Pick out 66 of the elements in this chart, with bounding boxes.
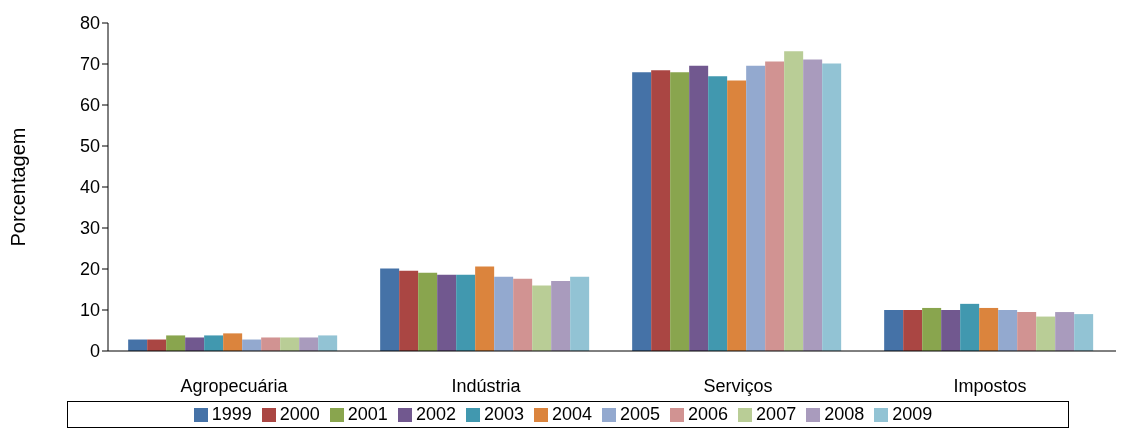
bar xyxy=(784,51,804,351)
bar xyxy=(689,65,709,351)
bar xyxy=(532,285,552,351)
bar xyxy=(998,310,1018,351)
legend-label: 2007 xyxy=(756,404,797,424)
legend-label: 2002 xyxy=(415,404,456,424)
bar xyxy=(670,72,690,351)
bar xyxy=(903,310,923,351)
bar xyxy=(456,274,476,351)
y-tick-label: 40 xyxy=(79,177,100,198)
bar xyxy=(204,335,224,351)
x-tick-label: Indústria xyxy=(451,375,522,396)
y-tick-label: 80 xyxy=(79,13,100,34)
bar xyxy=(803,59,823,351)
bar xyxy=(570,276,590,351)
bar xyxy=(1074,314,1094,351)
bar xyxy=(185,337,205,351)
legend-label: 2001 xyxy=(347,404,388,424)
y-tick-label: 60 xyxy=(79,95,100,116)
y-tick-label: 50 xyxy=(79,136,100,157)
bar xyxy=(960,303,980,351)
y-tick-label: 20 xyxy=(79,259,100,280)
bar xyxy=(418,272,438,351)
bar xyxy=(318,335,338,351)
legend-label: 2009 xyxy=(892,404,933,424)
y-tick-label: 0 xyxy=(89,341,100,362)
bar xyxy=(475,266,495,351)
bar xyxy=(223,333,243,351)
bar xyxy=(280,337,300,351)
bar xyxy=(513,278,533,351)
bar xyxy=(632,72,652,351)
legend-label: 1999 xyxy=(211,404,252,424)
bar xyxy=(551,280,571,351)
x-tick-label: Serviços xyxy=(703,375,773,396)
bar xyxy=(437,274,457,351)
bar xyxy=(651,70,671,351)
x-tick-label: Impostos xyxy=(953,375,1027,396)
bar xyxy=(884,310,904,351)
bar xyxy=(746,65,766,351)
bar xyxy=(941,310,961,351)
bar xyxy=(261,337,281,351)
bar xyxy=(765,61,785,351)
bar xyxy=(979,307,999,351)
legend-label: 2006 xyxy=(688,404,729,424)
bar xyxy=(299,337,319,351)
bar xyxy=(399,270,419,351)
legend-label: 2008 xyxy=(824,404,865,424)
y-tick-label: 70 xyxy=(79,54,100,75)
bar xyxy=(1055,312,1075,351)
bar xyxy=(727,80,747,351)
y-tick-label: 10 xyxy=(79,300,100,321)
legend-label: 2003 xyxy=(483,404,524,424)
bar xyxy=(708,76,728,351)
bar xyxy=(1017,312,1037,351)
bar xyxy=(166,335,186,351)
bar xyxy=(922,307,942,351)
legend-label: 2004 xyxy=(551,404,593,424)
y-tick-label: 30 xyxy=(79,218,100,239)
legend-label: 2000 xyxy=(279,404,320,424)
bar xyxy=(1036,316,1056,351)
bar xyxy=(494,276,514,351)
x-tick-label: Agropecuária xyxy=(180,375,289,396)
bar xyxy=(380,268,400,351)
bar xyxy=(822,63,842,351)
legend-label: 2005 xyxy=(620,404,661,424)
y-axis-title: Porcentagem xyxy=(7,127,30,247)
